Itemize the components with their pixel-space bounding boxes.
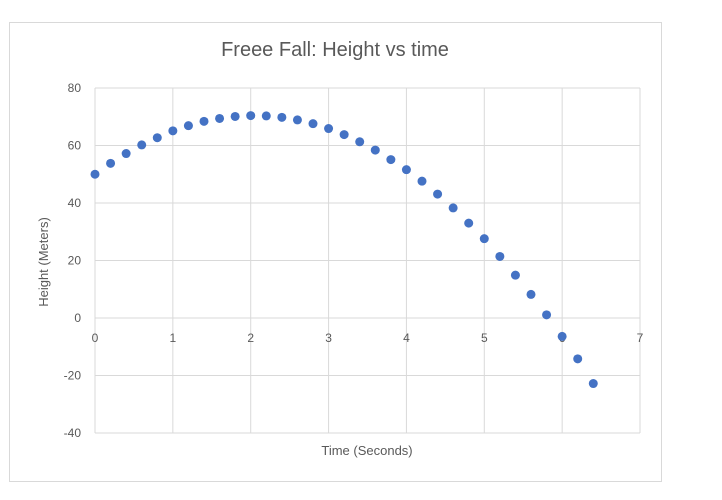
grid-layer (94, 87, 641, 434)
x-axis-title: Time (Seconds) (321, 443, 412, 458)
data-point (121, 149, 131, 159)
y-tick-label: -20 (64, 369, 82, 383)
data-point (230, 111, 240, 121)
data-point (542, 310, 552, 320)
y-tick-label: 0 (74, 311, 81, 325)
data-point (386, 155, 396, 165)
data-point (215, 113, 225, 123)
x-tick-label: 4 (403, 331, 410, 345)
data-point (324, 124, 334, 134)
data-point (448, 203, 458, 213)
data-point (526, 289, 536, 299)
data-point (417, 176, 427, 186)
y-tick-label: -40 (64, 426, 82, 440)
chart-frame (9, 22, 662, 482)
data-point (183, 121, 193, 131)
data-point (90, 169, 100, 179)
data-point (277, 112, 287, 122)
point-layer (90, 111, 598, 389)
data-point (292, 115, 302, 125)
y-tick-label: 80 (68, 81, 82, 95)
data-point (339, 130, 349, 140)
y-tick-label: 20 (68, 254, 82, 268)
data-point (308, 119, 318, 129)
data-point (370, 145, 380, 155)
data-point (106, 158, 116, 168)
data-point (199, 116, 209, 126)
y-axis-title: Height (Meters) (36, 217, 51, 307)
data-point (479, 234, 489, 244)
data-point (495, 251, 505, 261)
data-point (401, 165, 411, 175)
data-point (246, 111, 256, 121)
data-point (464, 218, 474, 228)
data-point (261, 111, 271, 121)
data-point (152, 133, 162, 143)
y-tick-label: 60 (68, 139, 82, 153)
data-point (433, 189, 443, 199)
x-tick-label: 7 (637, 331, 644, 345)
x-tick-label: 0 (92, 331, 99, 345)
data-point (137, 140, 147, 150)
data-point (557, 331, 567, 341)
chart-title: Freee Fall: Height vs time (221, 39, 449, 61)
data-point (573, 354, 583, 364)
data-point (588, 379, 598, 389)
x-tick-label: 5 (481, 331, 488, 345)
y-tick-label: 40 (68, 196, 82, 210)
x-tick-label: 3 (325, 331, 332, 345)
data-point (168, 126, 178, 136)
data-point (355, 137, 365, 147)
x-tick-label: 2 (247, 331, 254, 345)
data-point (510, 270, 520, 280)
x-tick-label: 1 (170, 331, 177, 345)
